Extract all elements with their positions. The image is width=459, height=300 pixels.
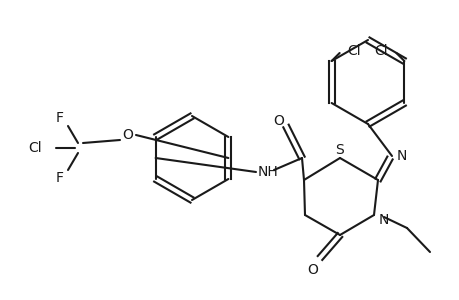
- Text: N: N: [378, 213, 388, 227]
- Text: O: O: [122, 128, 133, 142]
- Text: F: F: [56, 171, 64, 185]
- Text: Cl: Cl: [28, 141, 42, 155]
- Text: F: F: [56, 111, 64, 125]
- Text: NH: NH: [257, 165, 278, 179]
- Text: S: S: [335, 143, 344, 157]
- Text: Cl: Cl: [374, 44, 387, 58]
- Text: N: N: [396, 149, 407, 163]
- Text: O: O: [307, 263, 318, 277]
- Text: O: O: [273, 114, 284, 128]
- Text: Cl: Cl: [347, 44, 360, 58]
